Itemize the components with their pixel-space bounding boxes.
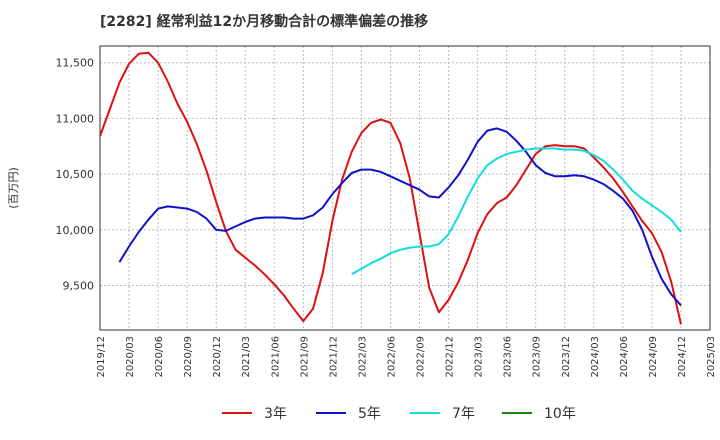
legend-label: 7年 [452,406,475,422]
x-tick-label: 2021/09 [299,336,310,378]
y-tick-label: 10,000 [56,224,95,237]
legend-label: 10年 [544,406,576,422]
x-tick-label: 2024/09 [648,336,659,378]
y-tick-label: 11,000 [56,112,95,125]
series-lines [99,51,682,325]
legend: 3年 5年 7年 10年 [222,406,576,422]
x-tick-label: 2022/03 [357,336,368,378]
y-tick-label: 11,500 [56,57,95,70]
x-tick-label: 2021/06 [270,336,281,378]
x-tick-label: 2023/06 [503,336,514,378]
x-tick-label: 2022/09 [416,336,427,378]
x-tick-label: 2023/12 [561,336,572,378]
plot-frame [99,45,711,331]
x-tick-label: 2023/09 [532,336,543,378]
axes: 9,500 10,000 10,500 11,000 11,500 2019/12 2020… [56,45,717,378]
series-line [99,51,682,325]
y-tick-label: 9,500 [63,279,95,292]
x-tick-label: 2024/03 [590,336,601,378]
series-line [351,147,682,276]
x-tick-label: 2021/03 [241,336,252,378]
x-tick-label: 2020/09 [183,336,194,378]
x-tick-label: 2020/12 [212,336,223,378]
legend-label: 3年 [264,406,287,422]
x-tick-label: 2025/03 [706,336,717,378]
x-tick-label: 2023/03 [474,336,485,378]
grid [99,46,711,330]
x-tick-label: 2024/06 [619,336,630,378]
chart-title: [2282] 経常利益12か月移動合計の標準偏差の推移 [100,14,429,30]
x-tick-label: 2022/12 [445,336,456,378]
y-axis-label: (百万円) [7,167,20,209]
x-tick-label: 2020/06 [154,336,165,378]
series-line [118,127,682,307]
x-tick-label: 2021/12 [328,336,339,378]
x-tick-label: 2024/12 [677,336,688,378]
x-tick-label: 2020/03 [125,336,136,378]
legend-label: 5年 [358,406,381,422]
x-tick-label: 2022/06 [386,336,397,378]
y-tick-label: 10,500 [56,168,95,181]
x-tick-label: 2019/12 [96,336,107,378]
